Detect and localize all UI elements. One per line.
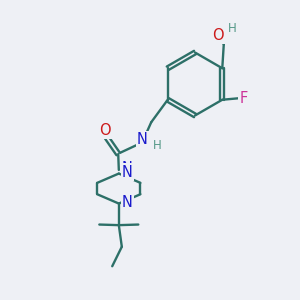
- Text: O: O: [213, 28, 224, 43]
- Text: F: F: [239, 91, 248, 106]
- Text: N: N: [122, 164, 133, 179]
- Text: O: O: [100, 122, 111, 137]
- Text: H: H: [228, 22, 237, 35]
- Text: N: N: [122, 195, 133, 210]
- Text: H: H: [153, 139, 162, 152]
- Text: N: N: [137, 132, 148, 147]
- Text: N: N: [122, 160, 133, 175]
